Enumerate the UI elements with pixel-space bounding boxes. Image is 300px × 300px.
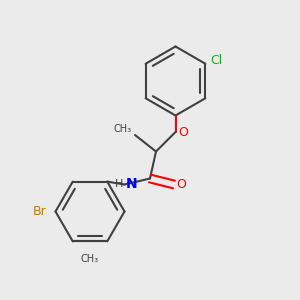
- Text: O: O: [177, 178, 186, 191]
- Text: H: H: [115, 178, 123, 189]
- Text: N: N: [126, 177, 138, 190]
- Text: CH₃: CH₃: [81, 254, 99, 264]
- Text: Br: Br: [33, 205, 46, 218]
- Text: CH₃: CH₃: [114, 124, 132, 134]
- Text: Cl: Cl: [210, 54, 222, 67]
- Text: O: O: [178, 125, 188, 139]
